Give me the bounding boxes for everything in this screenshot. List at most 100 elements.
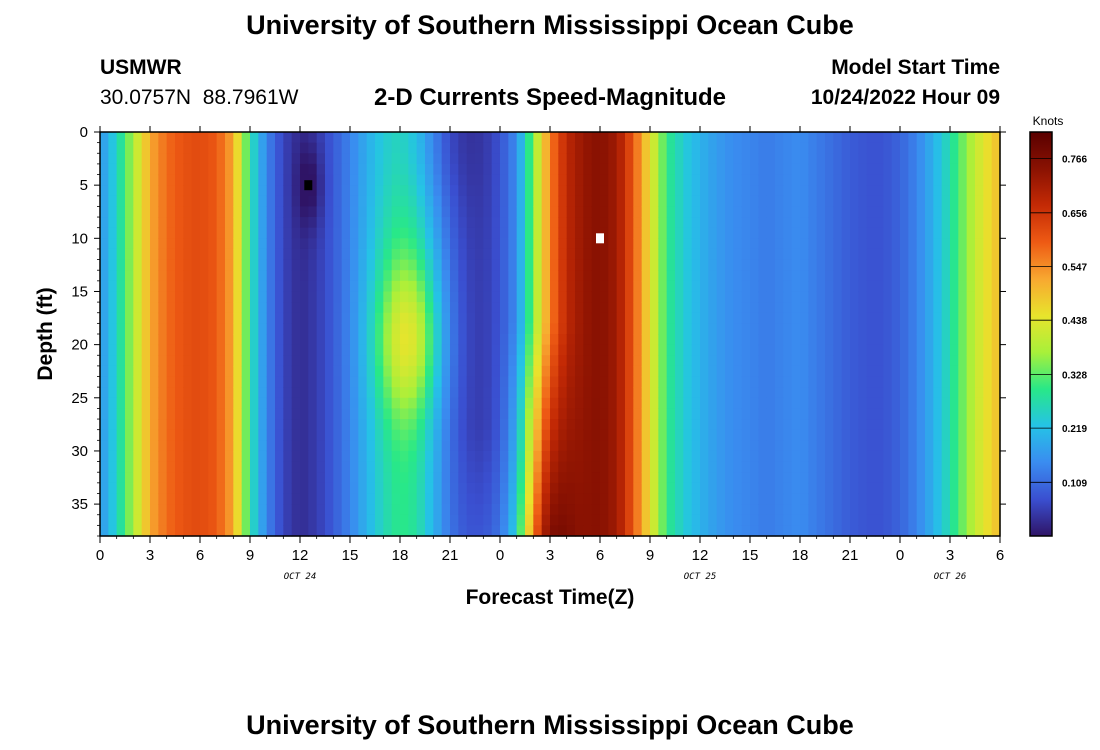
heatmap-cell: [408, 525, 418, 537]
heatmap-cell: [191, 472, 201, 484]
heatmap-cell: [183, 248, 193, 261]
heatmap-cell: [358, 153, 368, 165]
heatmap-cell: [216, 195, 226, 208]
heatmap-cell: [891, 217, 901, 229]
heatmap-cell: [533, 344, 543, 356]
heatmap-cell: [625, 461, 634, 473]
heatmap-cell: [300, 312, 309, 324]
heatmap-cell: [166, 355, 176, 367]
heatmap-cell: [383, 132, 393, 144]
heatmap-cell: [966, 291, 976, 303]
heatmap-cell: [108, 419, 118, 431]
heatmap-cell: [408, 259, 418, 271]
heatmap-cell: [116, 525, 126, 537]
heatmap-cell: [983, 259, 993, 271]
heatmap-cell: [516, 206, 526, 218]
heatmap-cell: [100, 312, 109, 324]
heatmap-cell: [741, 525, 751, 537]
heatmap-cell: [950, 174, 959, 186]
heatmap-cell: [225, 344, 234, 356]
heatmap-cell: [516, 227, 526, 239]
heatmap-cell: [325, 195, 334, 208]
heatmap-cell: [658, 195, 668, 208]
heatmap-cell: [933, 280, 943, 293]
heatmap-cell: [258, 259, 268, 271]
heatmap-cell: [633, 227, 643, 239]
heatmap-cell: [416, 206, 426, 218]
heatmap-cell: [691, 419, 701, 431]
heatmap-cell: [641, 238, 651, 250]
heatmap-cell: [450, 302, 459, 314]
heatmap-cell: [325, 493, 334, 505]
heatmap-cell: [550, 153, 559, 165]
heatmap-cell: [258, 174, 268, 186]
heatmap-cell: [600, 493, 609, 505]
heatmap-cell: [366, 408, 376, 420]
heatmap-cell: [933, 259, 943, 271]
heatmap-cell: [183, 525, 193, 537]
heatmap-cell: [300, 482, 309, 495]
heatmap-cell: [683, 206, 693, 218]
heatmap-cell: [500, 344, 509, 356]
heatmap-cell: [450, 461, 459, 473]
heatmap-cell: [841, 153, 851, 165]
heatmap-cell: [675, 461, 684, 473]
heatmap-cell: [616, 387, 626, 399]
heatmap-cell: [533, 440, 543, 452]
heatmap-cell: [766, 493, 776, 505]
heatmap-cell: [650, 419, 659, 431]
heatmap-cell: [200, 206, 209, 218]
heatmap-cell: [800, 163, 809, 176]
heatmap-cell: [866, 206, 876, 218]
heatmap-cell: [741, 323, 751, 335]
heatmap-cell: [266, 376, 276, 388]
heatmap-cell: [650, 248, 659, 261]
heatmap-cell: [183, 280, 193, 293]
heatmap-cell: [850, 397, 859, 410]
heatmap-cell: [908, 419, 918, 431]
heatmap-cell: [725, 461, 734, 473]
heatmap-cell: [166, 365, 176, 378]
heatmap-cell: [733, 482, 743, 495]
heatmap-cell: [183, 132, 193, 144]
heatmap-cell: [233, 408, 243, 420]
heatmap-cell: [800, 248, 809, 261]
heatmap-cell: [716, 302, 726, 314]
heatmap-cell: [675, 153, 684, 165]
heatmap-cell: [108, 365, 118, 378]
heatmap-cell: [550, 450, 559, 463]
heatmap-cell: [450, 355, 459, 367]
heatmap-cell: [350, 419, 359, 431]
heatmap-cell: [850, 514, 859, 526]
heatmap-cell: [708, 493, 718, 505]
heatmap-cell: [241, 408, 251, 420]
heatmap-cell: [125, 514, 134, 526]
heatmap-cell: [525, 387, 534, 399]
heatmap-cell: [516, 482, 526, 495]
heatmap-cell: [116, 280, 126, 293]
heatmap-cell: [300, 302, 309, 314]
heatmap-cell: [266, 408, 276, 420]
heatmap-cell: [133, 291, 143, 303]
heatmap-cell: [591, 238, 601, 250]
heatmap-cell: [250, 429, 259, 441]
heatmap-cell: [850, 461, 859, 473]
heatmap-cell: [158, 355, 168, 367]
heatmap-cell: [600, 227, 609, 239]
heatmap-cell: [675, 302, 684, 314]
heatmap-cell: [575, 291, 584, 303]
heatmap-cell: [291, 217, 301, 229]
heatmap-cell: [991, 153, 1001, 165]
heatmap-cell: [558, 238, 568, 250]
heatmap-cell: [208, 142, 218, 154]
heatmap-cell: [558, 132, 568, 144]
heatmap-cell: [341, 450, 351, 463]
heatmap-cell: [625, 217, 634, 229]
heatmap-cell: [608, 302, 618, 314]
heatmap-cell: [866, 355, 876, 367]
heatmap-cell: [583, 482, 593, 495]
heatmap-cell: [916, 302, 926, 314]
heatmap-cell: [850, 482, 859, 495]
heatmap-cell: [858, 504, 868, 516]
heatmap-cell: [125, 461, 134, 473]
